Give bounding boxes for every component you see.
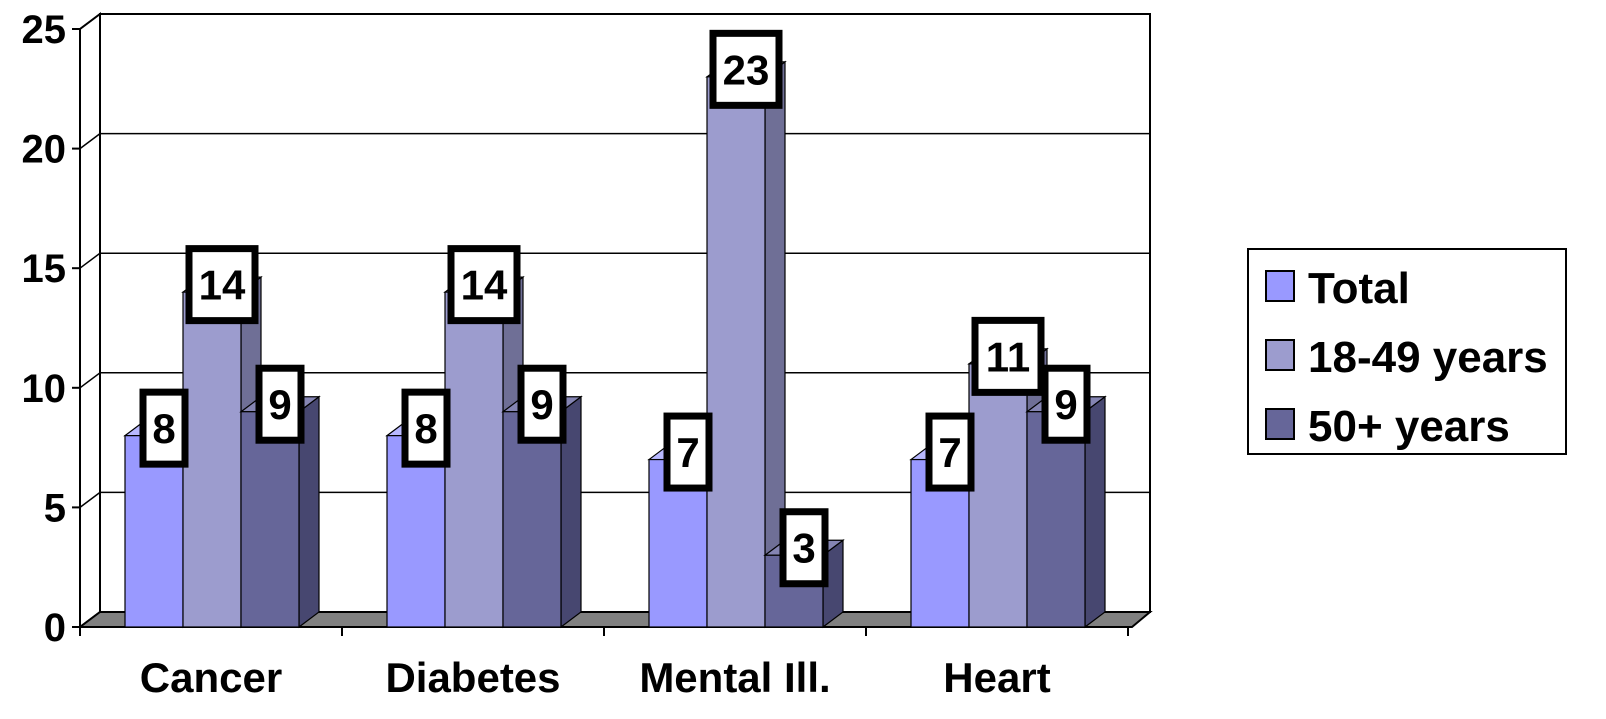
data-label-box bbox=[663, 412, 713, 492]
data-label-box bbox=[1041, 364, 1091, 444]
bar bbox=[705, 60, 787, 629]
x-category-label: Diabetes bbox=[385, 654, 560, 701]
data-label: 7 bbox=[925, 412, 975, 492]
data-label: 9 bbox=[1041, 364, 1091, 444]
data-label-box bbox=[185, 245, 259, 325]
y-tick-label: 25 bbox=[22, 8, 67, 52]
bar-front bbox=[968, 363, 1028, 628]
gridline-side bbox=[79, 252, 101, 269]
legend-box bbox=[1247, 248, 1567, 455]
data-label-text: 8 bbox=[414, 405, 437, 452]
bar-front bbox=[444, 291, 504, 628]
data-label-box bbox=[447, 245, 521, 325]
plot-left-wall bbox=[79, 12, 101, 629]
data-label: 11 bbox=[971, 316, 1045, 396]
data-label-text: 7 bbox=[676, 429, 699, 476]
bar-front bbox=[182, 291, 242, 628]
data-label-text: 11 bbox=[986, 333, 1030, 380]
data-label-text: 14 bbox=[199, 262, 246, 309]
data-label: 8 bbox=[401, 388, 451, 468]
data-label-box bbox=[971, 316, 1045, 396]
bar-front bbox=[502, 411, 562, 628]
legend-swatch bbox=[1265, 408, 1295, 440]
data-label: 9 bbox=[255, 364, 305, 444]
y-tick-label: 0 bbox=[44, 606, 66, 650]
data-label-box bbox=[925, 412, 975, 492]
data-label-text: 3 bbox=[792, 525, 815, 572]
data-label-text: 7 bbox=[938, 429, 961, 476]
bar-front bbox=[240, 411, 300, 628]
data-label-box bbox=[401, 388, 451, 468]
legend-label: 50+ years bbox=[1308, 402, 1510, 451]
data-label: 9 bbox=[517, 364, 567, 444]
data-label: 7 bbox=[663, 412, 713, 492]
bar-front bbox=[1026, 411, 1086, 628]
legend-swatch bbox=[1265, 270, 1295, 302]
legend-label: 18-49 years bbox=[1308, 333, 1548, 382]
data-label-text: 23 bbox=[723, 46, 770, 93]
data-label-box bbox=[139, 388, 189, 468]
data-label: 8 bbox=[139, 388, 189, 468]
bar-front bbox=[706, 76, 766, 628]
data-label-text: 9 bbox=[530, 381, 553, 428]
data-label: 14 bbox=[185, 245, 259, 325]
data-label-text: 14 bbox=[461, 262, 508, 309]
y-tick-label: 15 bbox=[22, 247, 67, 291]
data-label-box bbox=[255, 364, 305, 444]
y-tick-label: 5 bbox=[44, 486, 66, 530]
legend-swatch bbox=[1265, 339, 1295, 371]
data-label-box bbox=[779, 508, 829, 588]
gridline-side bbox=[79, 491, 101, 508]
legend: Total 18-49 years 50+ years bbox=[1247, 248, 1567, 455]
gridline-side bbox=[79, 133, 101, 150]
x-category-label: Mental Ill. bbox=[639, 654, 830, 701]
x-category-label: Heart bbox=[943, 654, 1050, 701]
gridline-side bbox=[79, 372, 101, 389]
y-tick-label: 10 bbox=[22, 367, 67, 411]
data-label-text: 9 bbox=[268, 381, 291, 428]
y-tick-label: 20 bbox=[22, 128, 67, 172]
data-label: 3 bbox=[779, 508, 829, 588]
data-label-box bbox=[517, 364, 567, 444]
data-label: 23 bbox=[709, 29, 783, 109]
data-label-text: 9 bbox=[1054, 381, 1077, 428]
x-category-label: Cancer bbox=[140, 654, 282, 701]
legend-label: Total bbox=[1308, 264, 1410, 313]
data-label-box bbox=[709, 29, 783, 109]
data-label-text: 8 bbox=[152, 405, 175, 452]
data-label: 14 bbox=[447, 245, 521, 325]
